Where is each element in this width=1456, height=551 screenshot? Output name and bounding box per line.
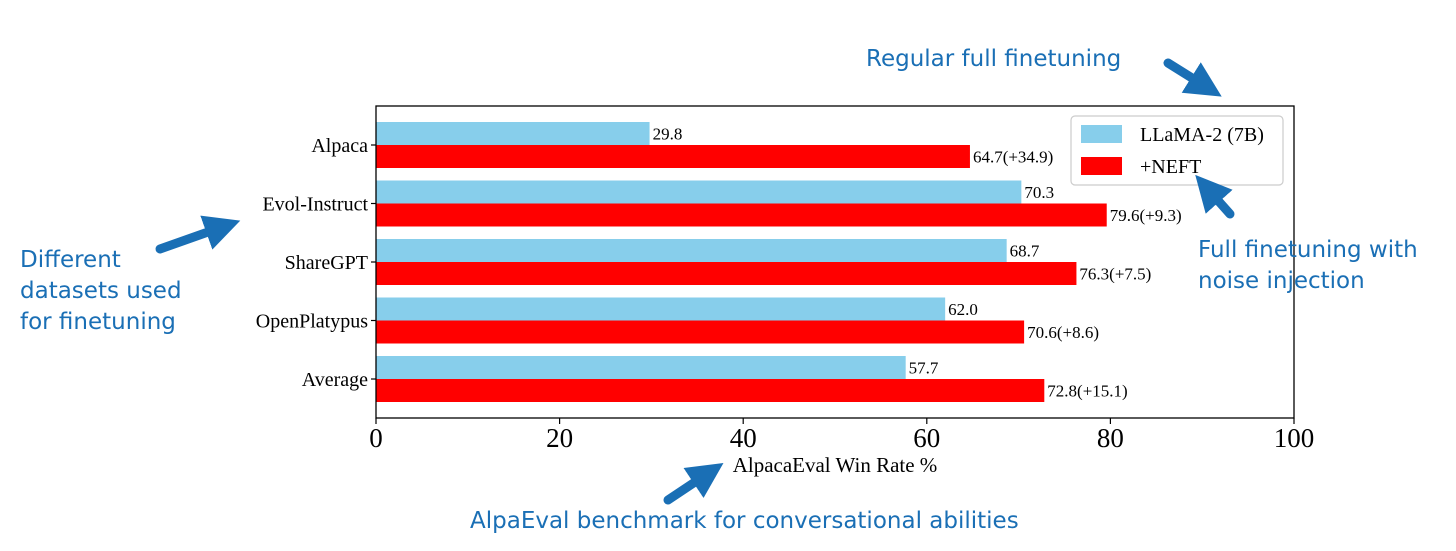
bar-value-label: 29.8 bbox=[653, 125, 683, 144]
bar-neft bbox=[376, 379, 1045, 402]
y-tick-label: Average bbox=[302, 369, 368, 391]
legend: LLaMA-2 (7B) +NEFT bbox=[1070, 115, 1284, 186]
annotation-benchmark: AlpaEval benchmark for conversational ab… bbox=[470, 506, 1019, 537]
legend-swatch-neft bbox=[1081, 157, 1122, 175]
bar-neft bbox=[376, 262, 1077, 285]
y-tick-label: Evol-Instruct bbox=[262, 194, 368, 216]
regular-arrow bbox=[1163, 58, 1222, 97]
annotation-line: noise injection bbox=[1198, 268, 1365, 294]
y-tick-label: ShareGPT bbox=[285, 252, 368, 274]
annotation-line: Full finetuning with bbox=[1198, 237, 1418, 263]
bar-value-label: 62.0 bbox=[948, 300, 978, 319]
x-tick-label: 60 bbox=[913, 423, 940, 453]
bar-llama bbox=[376, 239, 1007, 262]
bar-llama bbox=[376, 122, 650, 145]
neft-arrow bbox=[1195, 174, 1235, 219]
datasets-arrow bbox=[155, 215, 241, 254]
bar-neft bbox=[376, 145, 970, 168]
legend-label-llama: LLaMA-2 (7B) bbox=[1140, 124, 1264, 146]
y-tick-label: OpenPlatypus bbox=[256, 311, 368, 333]
annotation-line: Regular full finetuning bbox=[866, 46, 1122, 72]
x-tick-label: 100 bbox=[1274, 423, 1315, 453]
annotation-line: for finetuning bbox=[20, 309, 176, 335]
bar-llama bbox=[376, 356, 906, 379]
x-tick-label: 20 bbox=[546, 423, 573, 453]
bar-value-label: 76.3(+7.5) bbox=[1079, 265, 1151, 284]
annotation-regular-finetuning: Regular full finetuning bbox=[866, 44, 1121, 75]
x-tick-label: 80 bbox=[1097, 423, 1124, 453]
x-tick-label: 0 bbox=[369, 423, 383, 453]
x-axis-label: AlpacaEval Win Rate % bbox=[733, 453, 938, 477]
bar-value-label: 57.7 bbox=[909, 359, 939, 378]
bar-llama bbox=[376, 297, 946, 321]
plot-frame bbox=[375, 105, 1295, 419]
bar-value-label: 79.6(+9.3) bbox=[1110, 206, 1182, 225]
legend-box bbox=[1070, 115, 1284, 186]
annotation-line: Different bbox=[20, 247, 121, 273]
legend-label-neft: +NEFT bbox=[1140, 156, 1201, 178]
bar-value-label: 70.3 bbox=[1024, 183, 1054, 202]
bar-value-label: 72.8(+15.1) bbox=[1047, 382, 1127, 401]
bar-neft bbox=[376, 320, 1025, 344]
y-axis: Alpaca Evol-Instruct ShareGPT OpenPlatypus A… bbox=[256, 135, 376, 391]
bar-value-label: 64.7(+34.9) bbox=[973, 148, 1053, 167]
benchmark-arrow bbox=[663, 463, 724, 505]
bar-label-group: 29.8 64.7(+34.9) 70.3 79.6(+9.3) 68.7 76.3(+7… bbox=[653, 125, 1182, 401]
x-axis: 0 20 40 60 80 100 bbox=[369, 418, 1314, 453]
annotation-line: datasets used bbox=[20, 278, 182, 304]
bar-llama bbox=[376, 180, 1022, 204]
annotation-datasets: Different datasets used for finetuning bbox=[20, 245, 182, 338]
annotation-neft-finetuning: Full finetuning with noise injection bbox=[1198, 235, 1418, 297]
legend-swatch-llama bbox=[1081, 125, 1122, 143]
x-tick-label: 40 bbox=[730, 423, 757, 453]
bar-value-label: 70.6(+8.6) bbox=[1027, 323, 1099, 342]
y-tick-label: Alpaca bbox=[311, 135, 368, 157]
bar-group bbox=[376, 122, 1107, 402]
annotation-arrows bbox=[155, 58, 1235, 505]
bar-neft bbox=[376, 203, 1107, 227]
bar-value-label: 68.7 bbox=[1010, 242, 1040, 261]
annotation-line: AlpaEval benchmark for conversational ab… bbox=[470, 508, 1019, 534]
